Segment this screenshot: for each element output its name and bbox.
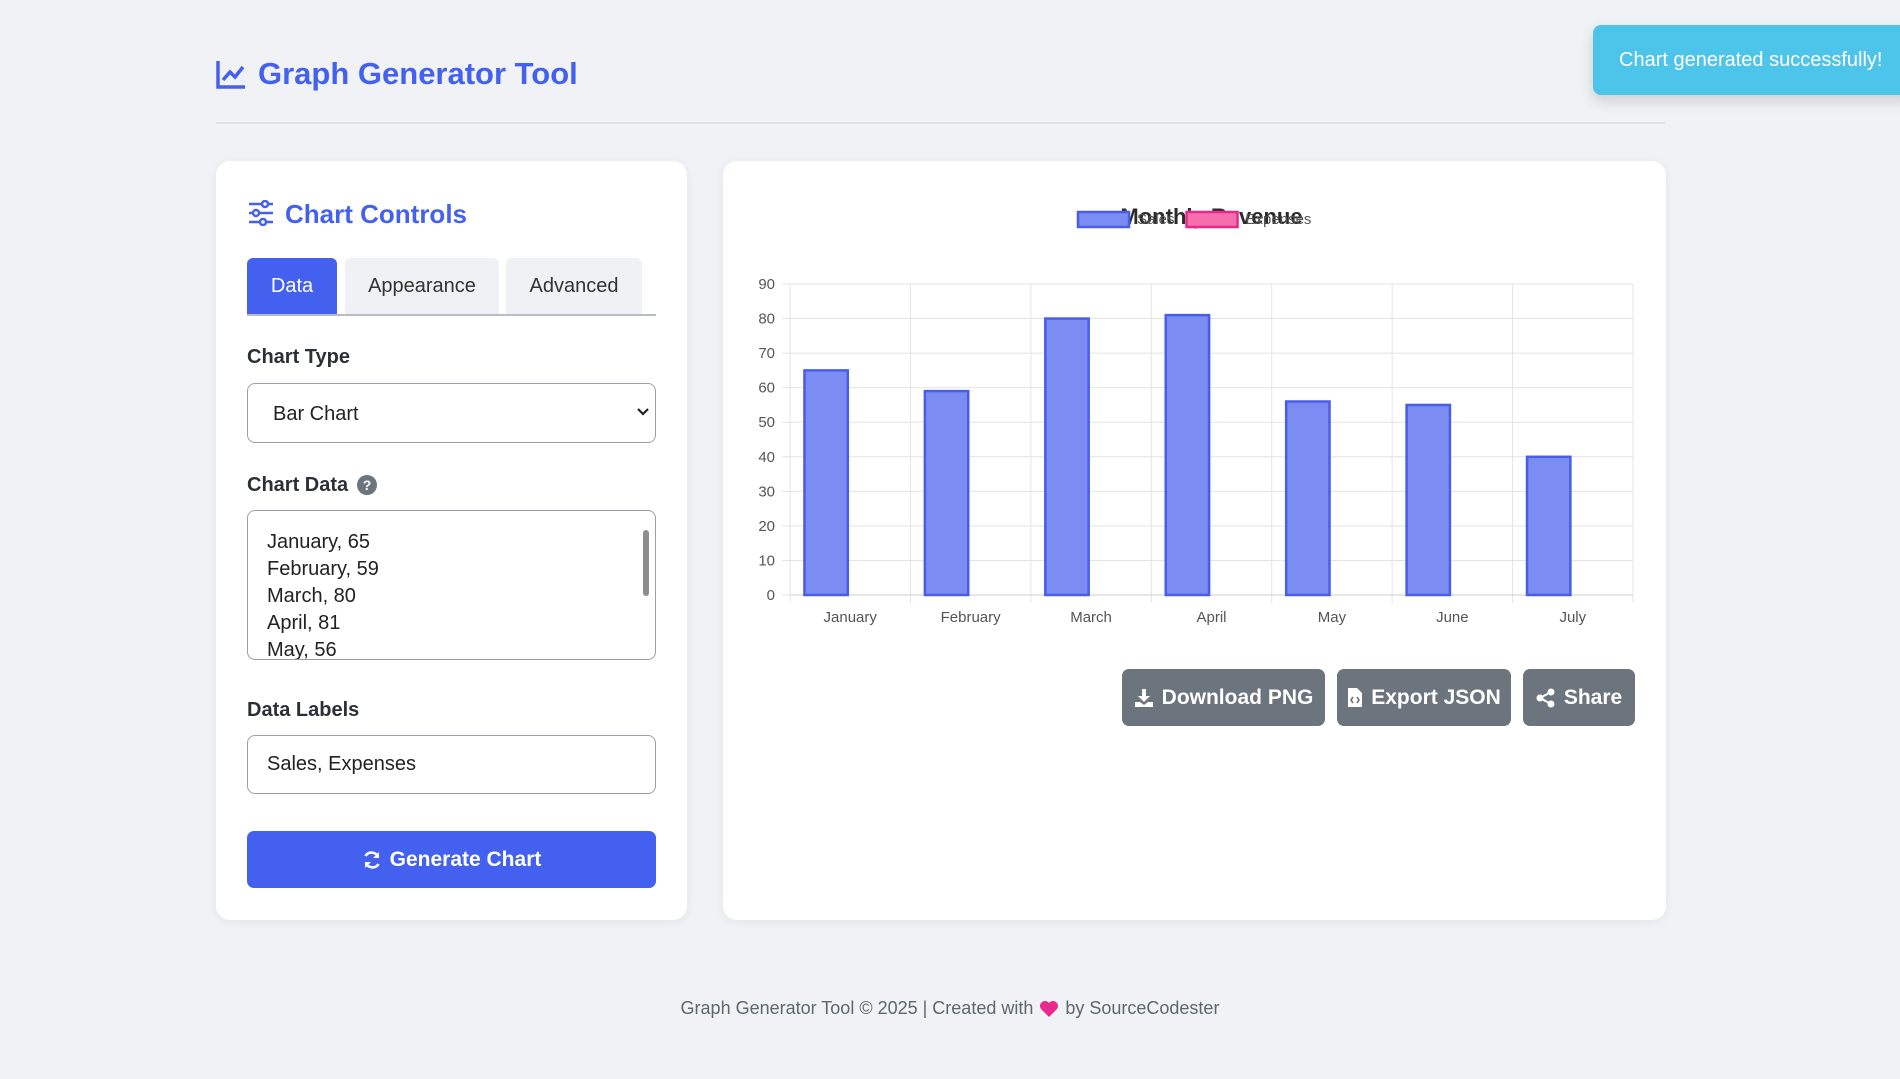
sliders-icon: [249, 200, 273, 226]
data-line: February, 59: [267, 558, 379, 580]
x-tick-label: June: [1436, 609, 1469, 626]
data-line: January, 65: [267, 531, 371, 553]
y-tick-label: 30: [758, 483, 775, 500]
bar: [1044, 317, 1090, 597]
legend-label: Expenses: [1246, 211, 1312, 228]
chart-type-label: Chart Type: [247, 346, 350, 368]
x-tick-label: May: [1318, 609, 1347, 626]
chart-icon: [216, 61, 245, 89]
tab-underline: [247, 314, 656, 316]
app-title: Graph Generator Tool: [258, 56, 578, 91]
y-tick-label: 10: [758, 552, 775, 569]
chart-type-select[interactable]: [247, 383, 656, 443]
help-icon[interactable]: ?: [356, 474, 378, 496]
data-line: March, 80: [267, 585, 356, 607]
bar: [1405, 403, 1452, 597]
data-labels-label: Data Labels: [247, 699, 360, 721]
generate-button[interactable]: Generate Chart: [247, 831, 656, 888]
chart-data-label: Chart Data: [247, 474, 349, 496]
export-button[interactable]: Export JSON: [1337, 669, 1511, 726]
data-labels-input[interactable]: Sales, Expenses: [247, 735, 656, 794]
chart-data-textarea[interactable]: January, 65 February, 59 March, 80 April, 8…: [247, 510, 656, 660]
tab-appearance[interactable]: Appearance: [345, 258, 499, 315]
download-icon: [1134, 688, 1153, 707]
footer-credit: by SourceCodester: [1065, 998, 1220, 1018]
y-tick-label: 60: [758, 380, 775, 397]
toast: Chart generated successfully!: [1593, 25, 1900, 95]
scrollbar-thumb: [643, 530, 649, 596]
heart-icon: [1040, 1000, 1059, 1017]
x-tick-label: January: [824, 609, 878, 626]
bar: [1164, 313, 1211, 597]
refresh-icon: [364, 850, 380, 869]
download-label: Download PNG: [1161, 685, 1314, 709]
export-label: Export JSON: [1371, 685, 1501, 709]
tab-data[interactable]: Data: [247, 258, 337, 315]
y-tick-label: 50: [758, 414, 775, 431]
svg-text:?: ?: [363, 477, 372, 493]
y-tick-label: 40: [758, 449, 775, 466]
legend-swatch: [1076, 210, 1131, 229]
tab-advanced[interactable]: Advanced: [506, 258, 642, 315]
select-chevron: [637, 408, 649, 416]
bar: [1525, 455, 1572, 597]
controls-title: Chart Controls: [285, 199, 467, 229]
x-tick-label: March: [1070, 609, 1112, 626]
footer: Graph Generator Tool © 2025 | Created wi…: [0, 998, 1900, 1019]
x-tick-label: April: [1196, 609, 1226, 626]
y-tick-label: 20: [758, 518, 775, 535]
chart-type-value: Bar Chart: [273, 403, 359, 425]
bar: [1284, 400, 1331, 597]
legend-swatch: [1185, 210, 1239, 229]
x-tick-label: July: [1559, 609, 1586, 626]
legend-label: Sales: [1137, 211, 1175, 228]
y-tick-label: 0: [767, 587, 775, 604]
share-label: Share: [1563, 685, 1623, 709]
divider: [216, 122, 1665, 124]
data-line: May, 56: [267, 639, 337, 660]
y-tick-label: 70: [758, 345, 775, 362]
download-button[interactable]: Download PNG: [1122, 669, 1325, 726]
footer-text: Graph Generator Tool © 2025 | Created wi…: [680, 998, 1034, 1018]
share-button[interactable]: Share: [1523, 669, 1635, 726]
generate-label: Generate Chart: [389, 847, 542, 871]
y-tick-label: 80: [758, 311, 775, 328]
share-icon: [1536, 688, 1555, 707]
data-line: April, 81: [267, 612, 341, 634]
y-tick-label: 90: [758, 276, 775, 293]
x-tick-label: February: [941, 609, 1002, 626]
bar: [803, 369, 850, 597]
bar: [923, 389, 970, 597]
file-icon: [1348, 688, 1363, 707]
